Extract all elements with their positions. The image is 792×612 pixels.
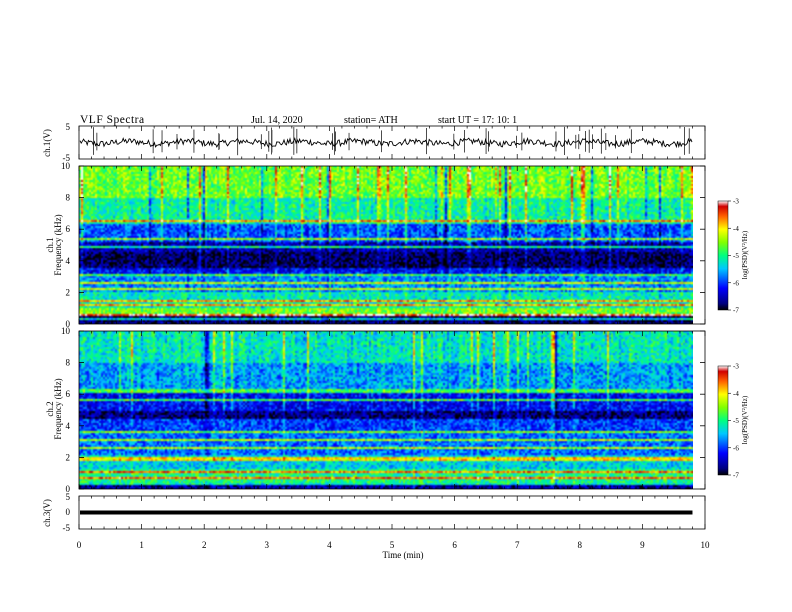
colorbar-tick-label: -7: [733, 307, 739, 315]
ch2-spectrogram-image: [79, 331, 693, 489]
colorbar-tick-label: -3: [733, 363, 739, 371]
colorbar-tick-label: -4: [733, 390, 739, 398]
frequency-tick-label: 6: [66, 224, 71, 234]
ch3-ytick-bottom: -5: [63, 523, 71, 533]
colorbar-tick-label: -3: [733, 198, 739, 206]
ch2-spectrogram-panel: 0 2 4 6 8 10 ch.2 Frequency (kHz): [45, 326, 706, 494]
frequency-tick-label: 8: [66, 193, 71, 203]
ch1-spectrogram-panel: 0 2 4 6 8 10 ch.1 Frequency (kHz): [45, 161, 706, 329]
ch1-ytick-bottom: -5: [63, 153, 71, 163]
ch1-colorbar-ticks: -3 -4 -5 -6 -7: [728, 198, 739, 315]
ch3-ytick-top: 5: [66, 492, 71, 502]
ch1-spectrogram-ylabel-frequency: Frequency (kHz): [53, 214, 63, 275]
ch1-ytick-top: 5: [66, 122, 71, 132]
ch1-spectrogram-yticks: 0 2 4 6 8 10: [61, 161, 705, 329]
ch3-waveform-panel: 5 0 -5 ch.3(V): [42, 492, 706, 533]
ch1-colorbar-gradient: [717, 200, 729, 311]
ch1-spectrogram-ylabel-channel: ch.1: [45, 237, 55, 252]
ch1-waveform-panel: 5 -5 ch.1(V): [42, 122, 706, 163]
ch1-waveform-line: [79, 137, 693, 149]
colorbar-tick-label: -4: [733, 225, 739, 233]
frequency-tick-label: 4: [66, 256, 71, 266]
date-label: Jul. 14, 2020: [251, 115, 303, 126]
colorbar-tick-label: -6: [733, 444, 739, 452]
frequency-tick-label: 10: [61, 326, 71, 336]
figure-title: VLF Spectra: [80, 114, 145, 126]
ch2-spectrogram-ylabel-frequency: Frequency (kHz): [53, 378, 63, 439]
ch2-colorbar-gradient: [717, 365, 729, 476]
time-tick-label: 9: [640, 540, 645, 550]
ch3-ytick-middle: 0: [66, 507, 71, 517]
frequency-tick-label: 0: [66, 319, 71, 329]
time-axis-tick-labels: 0 1 2 3 4 5 6 7 8 9 10: [77, 540, 710, 550]
frequency-tick-label: 8: [66, 358, 71, 368]
ch2-spectrogram-yticks: 0 2 4 6 8 10: [61, 326, 705, 494]
frequency-tick-label: 2: [66, 287, 71, 297]
ch1-spectrogram-image: [79, 166, 693, 324]
time-tick-label: 3: [265, 540, 270, 550]
colorbar-tick-label: -7: [733, 472, 739, 480]
frequency-tick-label: 4: [66, 421, 71, 431]
time-tick-label: 8: [578, 540, 583, 550]
time-axis-ticks: [78, 126, 706, 529]
colorbar-tick-label: -5: [733, 417, 739, 425]
frequency-tick-label: 0: [66, 484, 71, 494]
frequency-tick-label: 2: [66, 452, 71, 462]
time-tick-label: 6: [452, 540, 457, 550]
time-axis-label: Time (min): [383, 550, 424, 560]
time-tick-label: 0: [77, 540, 82, 550]
ch1-colorbar: -3 -4 -5 -6 -7 log(PSD)(V²/Hz): [717, 198, 749, 315]
time-tick-label: 5: [390, 540, 395, 550]
ch2-colorbar-ticks: -3 -4 -5 -6 -7: [728, 363, 739, 480]
time-tick-label: 2: [202, 540, 207, 550]
ch1-colorbar-label: log(PSD)(V²/Hz): [741, 230, 749, 279]
frequency-tick-label: 10: [61, 161, 71, 171]
ch2-spectrogram-ylabel-channel: ch.2: [45, 401, 55, 416]
ch2-colorbar: -3 -4 -5 -6 -7 log(PSD)(V²/Hz): [717, 363, 749, 480]
station-label: station= ATH: [344, 115, 398, 126]
ch3-waveform-ylabel: ch.3(V): [42, 499, 52, 527]
colorbar-tick-label: -6: [733, 279, 739, 287]
frequency-tick-label: 6: [66, 389, 71, 399]
time-tick-label: 7: [515, 540, 520, 550]
ch1-waveform-spikes: [93, 126, 690, 156]
time-tick-label: 1: [139, 540, 144, 550]
time-tick-label: 4: [327, 540, 332, 550]
ch2-colorbar-label: log(PSD)(V²/Hz): [741, 395, 749, 444]
start-time-label: start UT = 17: 10: 1: [438, 115, 517, 126]
time-tick-label: 10: [701, 540, 711, 550]
colorbar-tick-label: -5: [733, 252, 739, 260]
ch1-waveform-ylabel: ch.1(V): [42, 129, 52, 157]
